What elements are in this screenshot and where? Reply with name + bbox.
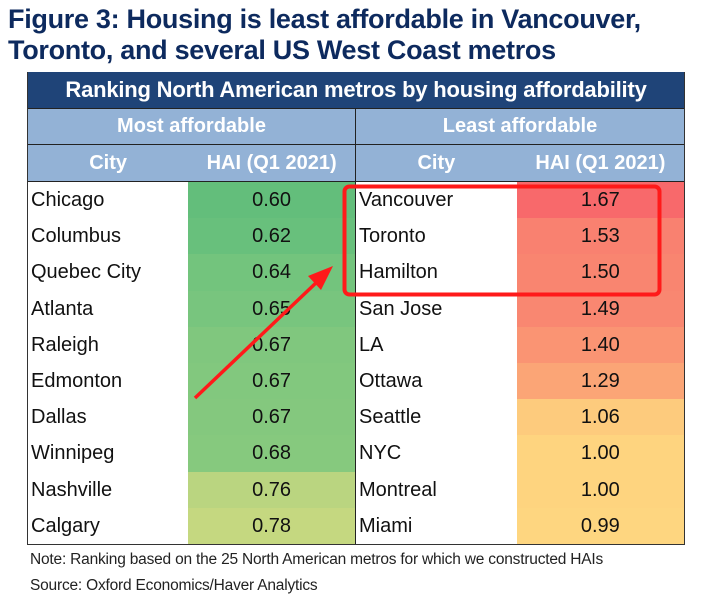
table-row: Montreal 1.00 — [356, 471, 684, 508]
column-header-row: City HAI (Q1 2021) City HAI (Q1 2021) — [28, 145, 684, 182]
city-cell: Dallas — [28, 399, 189, 436]
hai-value-cell: 0.64 — [188, 254, 355, 291]
city-cell: Ottawa — [356, 362, 517, 400]
city-cell: Montreal — [356, 471, 517, 508]
table-row: Chicago 0.60 — [28, 182, 355, 219]
city-cell: Hamilton — [356, 254, 517, 291]
table-row: NYC 1.00 — [356, 435, 684, 472]
city-cell: Raleigh — [28, 326, 189, 363]
city-cell: LA — [356, 326, 517, 363]
hai-value-cell: 0.78 — [188, 507, 355, 544]
table-row: Dallas 0.67 — [28, 399, 355, 436]
city-cell: Miami — [356, 507, 517, 544]
city-cell: Calgary — [28, 507, 189, 544]
figure-title-line-1: Figure 3: Housing is least affordable in… — [8, 4, 641, 34]
hai-value-cell: 1.40 — [516, 326, 684, 363]
hai-value-cell: 0.99 — [516, 507, 684, 544]
city-cell: Quebec City — [28, 254, 189, 291]
group-header-row: Most affordable Least affordable — [28, 109, 684, 145]
group-header-most-affordable: Most affordable — [28, 109, 356, 144]
city-cell: Winnipeg — [28, 435, 189, 472]
most-affordable-column: Chicago 0.60 Columbus 0.62 Quebec City 0.64 At… — [28, 182, 356, 544]
hai-value-cell: 0.76 — [188, 471, 355, 508]
affordability-table: Ranking North American metros by housing… — [27, 72, 685, 545]
figure-title: Figure 3: Housing is least affordable in… — [8, 4, 705, 66]
city-cell: NYC — [356, 435, 517, 472]
group-header-least-affordable: Least affordable — [442, 115, 598, 137]
table-row: Hamilton 1.50 — [356, 254, 684, 291]
table-row: Toronto 1.53 — [356, 218, 684, 255]
table-row: Seattle 1.06 — [356, 399, 684, 436]
table-title: Ranking North American metros by housing… — [28, 72, 684, 109]
hai-value-cell: 1.53 — [516, 218, 684, 255]
hai-value-cell: 0.60 — [188, 182, 355, 219]
hai-value-cell: 0.65 — [188, 290, 355, 327]
city-cell: Toronto — [356, 218, 517, 255]
city-cell: Edmonton — [28, 362, 189, 400]
table-row: Miami 0.99 — [356, 507, 684, 544]
city-cell: San Jose — [356, 290, 517, 327]
table-row: Calgary 0.78 — [28, 507, 355, 544]
hai-value-cell: 0.67 — [188, 362, 355, 400]
hai-value-cell: 0.67 — [188, 399, 355, 436]
column-header-city: City — [89, 152, 127, 174]
hai-value-cell: 1.50 — [516, 254, 684, 291]
table-row: Nashville 0.76 — [28, 471, 355, 508]
hai-value-cell: 1.67 — [516, 182, 684, 219]
table-row: San Jose 1.49 — [356, 290, 684, 327]
hai-value-cell: 1.00 — [516, 471, 684, 508]
city-cell: Seattle — [356, 399, 517, 436]
city-cell: Chicago — [28, 182, 189, 219]
column-headers-right: City HAI (Q1 2021) — [356, 145, 684, 181]
table-row: Ottawa 1.29 — [356, 362, 684, 400]
table-body: Chicago 0.60 Columbus 0.62 Quebec City 0.64 At… — [28, 182, 684, 544]
table-row: Raleigh 0.67 — [28, 326, 355, 363]
city-cell: Columbus — [28, 218, 189, 255]
hai-value-cell: 1.49 — [516, 290, 684, 327]
column-header-hai: HAI (Q1 2021) — [206, 152, 337, 174]
table-row: Quebec City 0.64 — [28, 254, 355, 291]
column-header-city: City — [417, 152, 456, 174]
hai-value-cell: 0.62 — [188, 218, 355, 255]
figure-title-line-2: Toronto, and several US West Coast metro… — [8, 35, 556, 65]
table-row: Columbus 0.62 — [28, 218, 355, 255]
least-affordable-column: Vancouver 1.67 Toronto 1.53 Hamilton 1.50 San … — [356, 182, 684, 544]
note-text: Note: Ranking based on the 25 North Amer… — [30, 551, 604, 568]
column-header-hai: HAI (Q1 2021) — [535, 152, 666, 174]
hai-value-cell: 1.29 — [516, 362, 684, 400]
hai-value-cell: 1.00 — [516, 435, 684, 472]
hai-value-cell: 0.67 — [188, 326, 355, 363]
city-cell: Atlanta — [28, 290, 189, 327]
table-row: Edmonton 0.67 — [28, 362, 355, 400]
footnote: Note: Ranking based on the 25 North Amer… — [30, 547, 603, 599]
table-row: Winnipeg 0.68 — [28, 435, 355, 472]
hai-value-cell: 1.06 — [516, 399, 684, 436]
source-text: Source: Oxford Economics/Haver Analytics — [30, 577, 318, 594]
table-row: Atlanta 0.65 — [28, 290, 355, 327]
table-row: Vancouver 1.67 — [356, 182, 684, 219]
column-headers-left: City HAI (Q1 2021) — [28, 145, 356, 181]
hai-value-cell: 0.68 — [188, 435, 355, 472]
table-row: LA 1.40 — [356, 326, 684, 363]
city-cell: Vancouver — [356, 182, 517, 219]
city-cell: Nashville — [28, 471, 189, 508]
